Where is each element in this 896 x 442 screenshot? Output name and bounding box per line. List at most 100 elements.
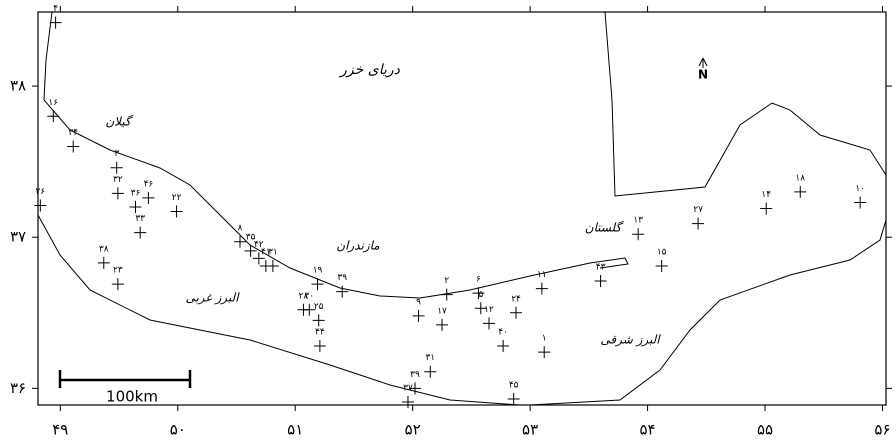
station-marker bbox=[632, 228, 645, 241]
station-marker bbox=[794, 185, 807, 198]
x-tick-label: ۵۳ bbox=[522, 421, 538, 439]
station-marker bbox=[47, 110, 60, 123]
station-label: ۲۳ bbox=[113, 266, 123, 276]
station-marker bbox=[497, 340, 510, 353]
station-label: ۴۶ bbox=[144, 179, 154, 189]
station-marker bbox=[440, 288, 453, 301]
station-marker bbox=[34, 199, 47, 212]
y-tick-label: ۳۶ bbox=[10, 379, 26, 397]
station-label: ۳۱ bbox=[425, 353, 435, 363]
sea-label: دریای خزر bbox=[338, 62, 400, 78]
station-marker bbox=[311, 278, 324, 291]
station-marker bbox=[510, 306, 523, 319]
station-label: ۱۹ bbox=[313, 266, 323, 276]
station-marker bbox=[538, 346, 551, 359]
station-label: ۳۲ bbox=[113, 175, 123, 185]
station-label: ۹ bbox=[416, 297, 421, 307]
region-label: البرز غربی bbox=[185, 291, 240, 305]
scale-label: 100km bbox=[106, 388, 158, 406]
region-label: مازندران bbox=[336, 239, 380, 253]
station-label: ۲۴ bbox=[511, 294, 521, 304]
station-marker bbox=[97, 256, 110, 269]
station-label: ۳۸ bbox=[99, 244, 109, 254]
station-label: ۳۷ bbox=[403, 383, 413, 393]
station-marker bbox=[266, 259, 279, 272]
region-label: گلستان bbox=[585, 221, 625, 235]
station-marker bbox=[760, 202, 773, 215]
x-tick-label: ۵۱ bbox=[287, 421, 303, 439]
station-marker bbox=[129, 200, 142, 213]
boundaries bbox=[37, 11, 887, 406]
station-marker bbox=[655, 259, 668, 272]
station-marker bbox=[436, 318, 449, 331]
station-label: ۱۳ bbox=[633, 216, 643, 226]
station-label: ۴۵ bbox=[509, 380, 519, 390]
y-tick-label: ۳۸ bbox=[10, 77, 26, 95]
station-label: ۲۷ bbox=[693, 205, 703, 215]
station-label: ۳۱ bbox=[268, 247, 278, 257]
station-marker bbox=[483, 317, 496, 330]
station-marker bbox=[401, 395, 414, 408]
x-tick-label: ۵۶ bbox=[874, 421, 890, 439]
station-marker bbox=[412, 309, 425, 322]
station-marker bbox=[472, 287, 485, 300]
station-marker bbox=[535, 282, 548, 295]
station-label: ۲۲ bbox=[172, 193, 182, 203]
x-tick-label: ۵۲ bbox=[405, 421, 421, 439]
station-label: ۳۵ bbox=[246, 232, 256, 242]
station-label: ۵ bbox=[478, 290, 483, 300]
station-label: ۱۷ bbox=[437, 306, 447, 316]
station-label: ۱۱ bbox=[537, 270, 547, 280]
x-tick-label: ۵۵ bbox=[757, 421, 773, 439]
north-arrow bbox=[698, 57, 708, 68]
station-marker bbox=[692, 217, 705, 230]
station-label: ۴۲ bbox=[254, 240, 264, 250]
region-border bbox=[37, 214, 521, 406]
station-marker bbox=[594, 275, 607, 288]
region-border bbox=[529, 219, 887, 406]
station-marker bbox=[142, 191, 155, 204]
station-marker bbox=[111, 187, 124, 200]
station-label: ۳۹ bbox=[410, 370, 420, 380]
station-marker bbox=[424, 365, 437, 378]
station-label: ۱۸ bbox=[795, 173, 805, 183]
map-frame bbox=[37, 11, 887, 406]
station-marker bbox=[244, 244, 257, 257]
north-label: N bbox=[698, 68, 708, 82]
station-label: ۱۲ bbox=[484, 305, 494, 315]
station-label: ۲۶ bbox=[36, 187, 46, 197]
station-label: ۴۳ bbox=[596, 263, 606, 273]
station-label: ۱۶ bbox=[48, 98, 58, 108]
station-marker bbox=[234, 235, 247, 248]
station-marker bbox=[409, 382, 422, 395]
station-label: ۱ bbox=[542, 334, 547, 344]
station-marker bbox=[170, 205, 183, 218]
station-label: ۲۸ bbox=[299, 291, 309, 301]
station-marker bbox=[134, 226, 147, 239]
station-label: ۳۶ bbox=[131, 188, 141, 198]
scale-bar bbox=[58, 370, 192, 388]
station-label: ۴ bbox=[53, 4, 58, 14]
region-label: البرز شرقی bbox=[600, 333, 661, 347]
y-tick-label: ۳۷ bbox=[10, 228, 26, 246]
station-label: ۳۳ bbox=[135, 214, 145, 224]
station-marker bbox=[111, 278, 124, 291]
station-marker bbox=[474, 302, 487, 315]
station-label: ۱۵ bbox=[657, 247, 667, 257]
station-label: ۸ bbox=[238, 223, 243, 233]
x-tick-label: ۴۹ bbox=[52, 421, 68, 439]
station-marker bbox=[303, 303, 316, 316]
station-label: ۳۹ bbox=[337, 273, 347, 283]
station-label: ۱۰ bbox=[855, 184, 865, 194]
station-marker bbox=[67, 140, 80, 153]
x-tick-label: ۵۰ bbox=[170, 421, 186, 439]
province-border bbox=[604, 11, 887, 197]
station-label: ۲ bbox=[444, 276, 449, 286]
station-label: ۳۴ bbox=[68, 128, 78, 138]
station-marker bbox=[336, 285, 349, 298]
station-label: ۴۱ bbox=[261, 247, 271, 257]
station-marker bbox=[854, 196, 867, 209]
station-label: ۲۵ bbox=[314, 302, 324, 312]
x-tick-label: ۵۴ bbox=[640, 421, 656, 439]
